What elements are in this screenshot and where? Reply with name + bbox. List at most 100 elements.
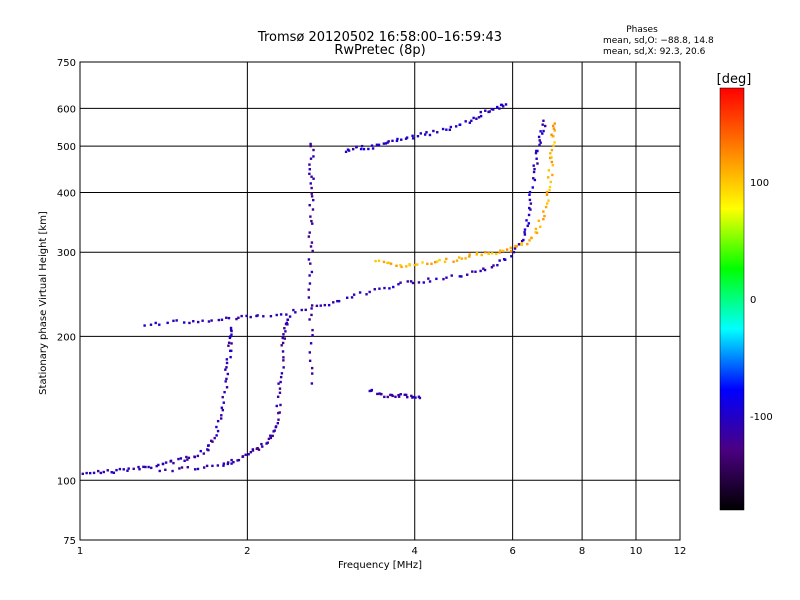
data-point — [360, 144, 364, 148]
data-point — [232, 460, 235, 464]
data-point — [545, 202, 549, 205]
data-point — [513, 247, 517, 250]
data-point — [284, 330, 287, 333]
data-point — [310, 304, 314, 307]
data-point — [384, 142, 388, 145]
data-point — [464, 120, 467, 123]
data-point — [443, 260, 447, 264]
data-point — [527, 213, 531, 217]
data-point — [552, 127, 556, 130]
data-point — [229, 355, 232, 359]
data-point — [294, 311, 297, 314]
x-tick-label: 2 — [244, 546, 250, 557]
y-tick-label: 75 — [63, 536, 76, 547]
data-point — [377, 143, 381, 147]
data-point — [504, 103, 508, 106]
data-point — [149, 323, 153, 326]
data-point — [308, 274, 311, 277]
x-tick-label: 8 — [579, 546, 585, 557]
data-point — [544, 124, 547, 128]
y-tick-label: 300 — [57, 248, 76, 259]
data-point — [390, 393, 393, 397]
data-point — [417, 281, 421, 284]
data-point — [88, 471, 92, 475]
data-point — [359, 147, 363, 151]
data-point — [458, 256, 461, 259]
data-point — [551, 163, 555, 167]
data-point — [142, 465, 145, 469]
data-point — [187, 456, 191, 460]
data-point — [137, 465, 140, 469]
plot-frame — [79, 61, 681, 541]
data-point — [480, 253, 483, 257]
data-point — [406, 395, 409, 399]
data-point — [164, 468, 167, 471]
data-point — [269, 434, 272, 437]
data-point — [484, 109, 487, 112]
data-point — [405, 393, 408, 397]
data-point — [368, 290, 371, 294]
data-point — [196, 454, 200, 458]
data-point — [279, 403, 282, 407]
y-tick-label: 500 — [57, 142, 76, 153]
data-point — [311, 222, 314, 225]
data-point — [210, 439, 213, 443]
data-point — [378, 287, 381, 290]
data-point — [426, 262, 429, 266]
data-point — [229, 335, 232, 338]
data-point — [520, 239, 524, 243]
data-point — [211, 464, 214, 468]
data-point — [405, 265, 408, 268]
data-point — [425, 131, 428, 134]
data-point — [310, 241, 314, 244]
data-point — [197, 320, 200, 324]
data-point — [376, 144, 379, 147]
data-point — [147, 465, 150, 469]
data-point — [199, 449, 202, 453]
data-point — [308, 318, 311, 321]
data-point — [225, 366, 228, 369]
data-point — [526, 242, 529, 246]
data-point — [99, 471, 103, 475]
data-point — [102, 470, 105, 474]
y-axis-label: Stationary phase Virtual Height [km] — [38, 211, 49, 395]
data-point — [415, 263, 419, 266]
data-point — [164, 461, 168, 464]
data-point — [127, 467, 130, 470]
data-point — [550, 133, 553, 136]
data-point — [389, 262, 393, 265]
data-point — [528, 190, 532, 194]
data-point — [277, 411, 280, 415]
data-point — [312, 148, 315, 152]
data-point — [411, 134, 414, 138]
data-point — [479, 110, 482, 114]
data-point — [177, 457, 180, 461]
data-point — [279, 380, 282, 384]
data-point — [226, 372, 230, 376]
data-point — [271, 434, 274, 438]
data-point — [537, 219, 540, 222]
data-point — [550, 160, 554, 164]
data-point — [538, 139, 541, 142]
data-point — [223, 390, 226, 394]
data-point — [288, 315, 292, 318]
data-point — [261, 445, 264, 448]
data-point — [267, 437, 271, 441]
data-point — [528, 193, 531, 196]
data-point — [399, 393, 402, 396]
data-point — [358, 291, 362, 294]
data-point — [468, 121, 472, 124]
data-point — [468, 253, 471, 256]
data-point — [97, 469, 100, 473]
data-point — [492, 264, 495, 267]
y-tick-label: 100 — [57, 476, 76, 487]
data-point — [371, 147, 375, 150]
data-point — [550, 156, 553, 159]
data-point — [466, 273, 469, 276]
data-point — [438, 258, 441, 262]
data-point — [477, 116, 481, 119]
y-tick-label: 400 — [57, 188, 76, 199]
chart-subtitle: RwPretec (8p) — [334, 43, 425, 58]
data-point — [300, 308, 303, 312]
